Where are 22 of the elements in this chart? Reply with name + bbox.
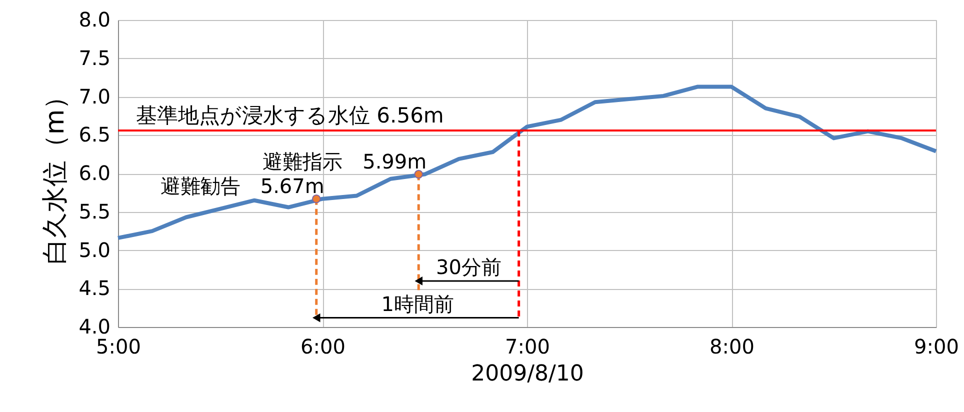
point	[414, 170, 423, 179]
y-tick-label: 6.0	[78, 161, 110, 185]
point	[312, 194, 321, 204]
x-tick-label: 7:00	[505, 334, 550, 358]
y-tick-label: 4.5	[78, 276, 110, 300]
line-series	[116, 84, 938, 240]
x-tick-label: 6:00	[300, 334, 346, 358]
annotation: 30分前	[436, 254, 502, 279]
y-axis-title: 白久水位（m）	[40, 83, 71, 265]
y-tick-label: 7.5	[78, 46, 110, 70]
annotation: 避難勧告 5.67m	[160, 174, 324, 198]
ref-line-label: 基準地点が浸水する水位 6.56m	[136, 104, 444, 128]
y-tick-label: 8.0	[78, 8, 110, 32]
annotation: 避難指示 5.99m	[262, 149, 427, 174]
x-tick-label: 8:00	[710, 334, 754, 358]
annotation: 1時間前	[381, 292, 454, 316]
y-tick-label: 5.0	[78, 238, 110, 262]
y-tick-label: 5.5	[78, 199, 110, 224]
x-axis-title: 2009/8/10	[471, 362, 584, 386]
x-tick-label: 9:00	[914, 334, 959, 358]
y-tick-label: 6.5	[78, 122, 110, 147]
y-tick-label: 7.0	[78, 84, 110, 108]
